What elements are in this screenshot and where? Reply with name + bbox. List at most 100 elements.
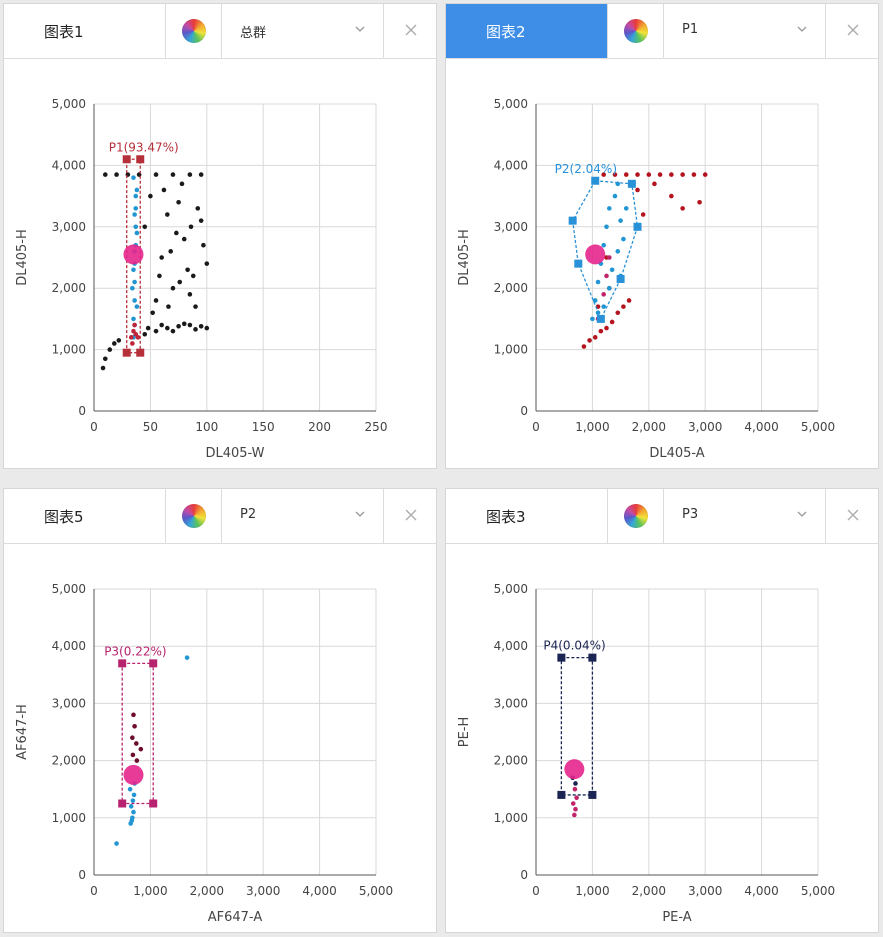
y-tick-label: 3,000 [52,696,86,710]
gate-handle [149,659,158,668]
data-point [590,316,595,322]
data-point [176,323,181,329]
data-point [131,316,136,322]
y-tick-label: 1,000 [52,811,86,825]
panel-title: 图表2 [486,23,526,41]
chevron-down-icon [797,26,807,32]
data-point [592,298,598,303]
close-button[interactable] [384,489,436,543]
color-picker-button[interactable] [608,489,664,543]
y-tick-label: 0 [78,404,86,418]
x-axis-title: DL405-W [205,446,264,461]
panel-tab[interactable]: 图表2 [446,4,608,58]
chevron-down-icon [797,511,807,517]
y-tick-label: 0 [78,868,86,882]
gate-dropdown[interactable]: P2 [222,489,384,543]
data-point [131,175,136,180]
data-point [130,752,136,758]
data-point [134,758,140,763]
gate-handle [122,155,131,164]
data-point [669,193,674,199]
gate-handle [568,216,577,225]
x-tick-label: 0 [90,884,98,898]
color-picker-button[interactable] [608,4,664,58]
color-picker-button[interactable] [166,489,222,543]
data-point [157,273,162,279]
x-tick-label: 5,000 [801,420,835,434]
y-tick-label: 5,000 [52,97,86,111]
close-button[interactable] [826,489,878,543]
data-point [572,812,577,818]
close-button[interactable] [384,4,436,58]
x-tick-label: 2,000 [190,884,224,898]
data-point [607,285,612,291]
gate-handle [591,176,600,185]
scatter-plot: 0 1,000 2,000 3,000 4,000 5,000 0 1,000 2,000 3,0… [15,582,393,925]
panel-header: 图表3 P3 [446,489,878,544]
gate-dropdown-value: P2 [240,507,257,522]
gate-handle [574,259,583,268]
x-tick-label: 2,000 [632,884,666,898]
gate-handle [118,659,127,668]
gate-dropdown-value: P1 [682,22,699,37]
color-picker-button[interactable] [166,4,222,58]
y-tick-label: 5,000 [494,97,528,111]
scatter-plot: 0 50 100 150 200 250 0 1,000 2,000 3,000 4,000 5,00… [15,97,387,461]
data-point [680,206,685,211]
data-point [148,193,153,199]
data-point [184,655,190,660]
data-point [134,304,140,309]
data-point [153,172,159,177]
panel-tab[interactable]: 图表1 [4,4,166,58]
x-axis-title: AF647-A [208,910,263,925]
data-point [142,224,148,230]
data-point [134,230,140,236]
data-point [587,338,592,343]
color-wheel-icon [624,19,648,43]
data-point [581,344,587,349]
gate-dropdown[interactable]: P3 [664,489,826,543]
data-point [181,236,187,242]
gate-handle [557,790,566,799]
panel-tab[interactable]: 图表3 [446,489,608,543]
close-icon [405,509,417,521]
gate-label: P3(0.22%) [104,644,166,658]
data-point [573,781,578,786]
gate-handle [136,155,145,164]
y-tick-label: 4,000 [52,639,86,653]
x-tick-label: 2,000 [632,420,666,434]
color-wheel-icon [624,504,648,528]
gate-label: P4(0.04%) [543,639,605,653]
data-point [635,187,640,193]
x-tick-label: 0 [90,420,98,434]
data-point [128,335,134,340]
x-tick-label: 0 [532,420,540,434]
data-point [153,298,159,303]
data-point [657,172,663,177]
data-point [102,356,108,362]
data-point [646,172,652,177]
y-tick-label: 3,000 [494,220,528,234]
data-point [131,267,136,273]
gate-dropdown[interactable]: P1 [664,4,826,58]
x-tick-label: 4,000 [744,884,778,898]
data-point [691,172,697,177]
data-point [607,255,612,260]
data-point [130,341,135,346]
x-tick-label: 1,000 [575,884,609,898]
data-point [170,285,176,291]
data-point [204,261,210,266]
chart-panel-1: 图表1 总群 0 50 100 150 200 250 0 1,000 2,000 3,000 4,… [3,3,437,469]
data-point [570,801,576,806]
data-point [615,310,621,316]
gate-handle [118,799,127,808]
gate-handle [588,653,597,662]
y-tick-label: 4,000 [52,158,86,172]
panel-tab[interactable]: 图表5 [4,489,166,543]
x-tick-label: 3,000 [688,884,722,898]
close-button[interactable] [826,4,878,58]
data-point [159,322,164,328]
close-icon [847,24,859,36]
gate-dropdown[interactable]: 总群 [222,4,384,58]
data-point [204,325,210,331]
